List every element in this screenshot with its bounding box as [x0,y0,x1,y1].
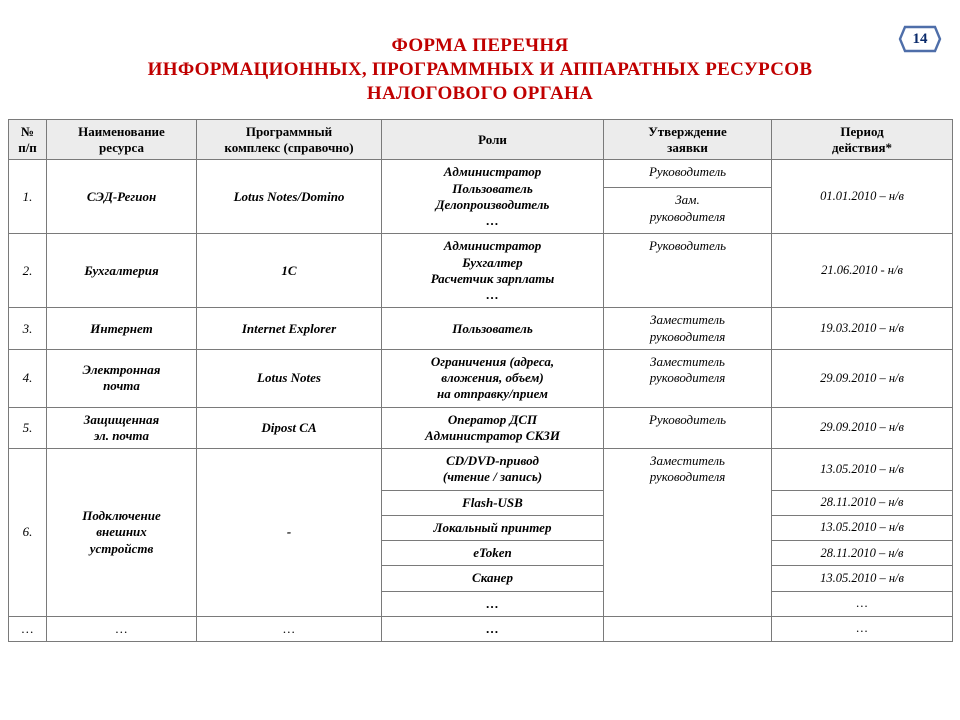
cell-approver: Заместитель руководителя [604,308,772,350]
header-num: № п/п [9,120,47,160]
cell-software: … [197,616,382,641]
cell-period: 29.09.2010 – н/в [772,349,953,407]
cell-period: 13.05.2010 – н/в [772,449,953,491]
table-row: … … … … … [9,616,953,641]
cell-name: Защищенная эл. почта [47,407,197,449]
cell-period: 28.11.2010 – н/в [772,541,953,566]
cell-name: Бухгалтерия [47,234,197,308]
cell-approver: Руководитель [604,234,772,308]
cell-period: … [772,616,953,641]
cell-period: 13.05.2010 – н/в [772,515,953,540]
cell-name: Подключение внешних устройств [47,449,197,617]
cell-roles: CD/DVD-привод (чтение / запись) [382,449,604,491]
cell-software: Lotus Notes [197,349,382,407]
cell-approver: Руководитель [604,407,772,449]
cell-roles: … [382,616,604,641]
cell-software: Dipost CA [197,407,382,449]
table-header-row: № п/п Наименование ресурса Программный к… [9,120,953,160]
cell-roles: Сканер [382,566,604,591]
cell-roles: Локальный принтер [382,515,604,540]
header-name: Наименование ресурса [47,120,197,160]
cell-num: … [9,616,47,641]
cell-roles: Администратор Пользователь Делопроизводи… [382,160,604,234]
cell-roles: Оператор ДСП Администратор СКЗИ [382,407,604,449]
cell-period: 19.03.2010 – н/в [772,308,953,350]
cell-num: 3. [9,308,47,350]
header-software: Программный комплекс (справочно) [197,120,382,160]
table-row: 6. Подключение внешних устройств - CD/DV… [9,449,953,491]
cell-num: 5. [9,407,47,449]
header-approval: Утверждение заявки [604,120,772,160]
cell-num: 1. [9,160,47,234]
cell-period: 21.06.2010 - н/в [772,234,953,308]
cell-approver: Заместитель руководителя [604,349,772,407]
cell-name: … [47,616,197,641]
cell-period: 28.11.2010 – н/в [772,490,953,515]
cell-name: Электронная почта [47,349,197,407]
page-number-badge: 14 [898,24,942,54]
cell-period: … [772,591,953,616]
cell-roles: … [382,591,604,616]
table-row: 4. Электронная почта Lotus Notes Огранич… [9,349,953,407]
cell-software: - [197,449,382,617]
page-number: 14 [913,31,928,47]
table-row: 3. Интернет Internet Explorer Пользовате… [9,308,953,350]
cell-num: 4. [9,349,47,407]
cell-roles: Администратор Бухгалтер Расчетчик зарпла… [382,234,604,308]
header-period: Период действия* [772,120,953,160]
table-row: 2. Бухгалтерия 1С Администратор Бухгалте… [9,234,953,308]
cell-period: 13.05.2010 – н/в [772,566,953,591]
cell-num: 6. [9,449,47,617]
cell-num: 2. [9,234,47,308]
cell-period: 29.09.2010 – н/в [772,407,953,449]
table-row: 1. СЭД-Регион Lotus Notes/Domino Админис… [9,160,953,188]
cell-approver: Руководитель [604,160,772,188]
cell-software: Internet Explorer [197,308,382,350]
cell-roles: Ограничения (адреса, вложения, объем) на… [382,349,604,407]
cell-roles: Flash-USB [382,490,604,515]
cell-period: 01.01.2010 – н/в [772,160,953,234]
cell-approver [604,616,772,641]
cell-software: Lotus Notes/Domino [197,160,382,234]
cell-roles: eToken [382,541,604,566]
cell-name: Интернет [47,308,197,350]
resources-table: № п/п Наименование ресурса Программный к… [8,119,953,642]
cell-approver: Зам. руководителя [604,188,772,234]
cell-roles: Пользователь [382,308,604,350]
cell-name: СЭД-Регион [47,160,197,234]
header-roles: Роли [382,120,604,160]
cell-software: 1С [197,234,382,308]
page-title: ФОРМА ПЕРЕЧНЯ ИНФОРМАЦИОННЫХ, ПРОГРАММНЫ… [0,0,960,119]
cell-approver: Заместитель руководителя [604,449,772,617]
table-row: 5. Защищенная эл. почта Dipost CA Операт… [9,407,953,449]
